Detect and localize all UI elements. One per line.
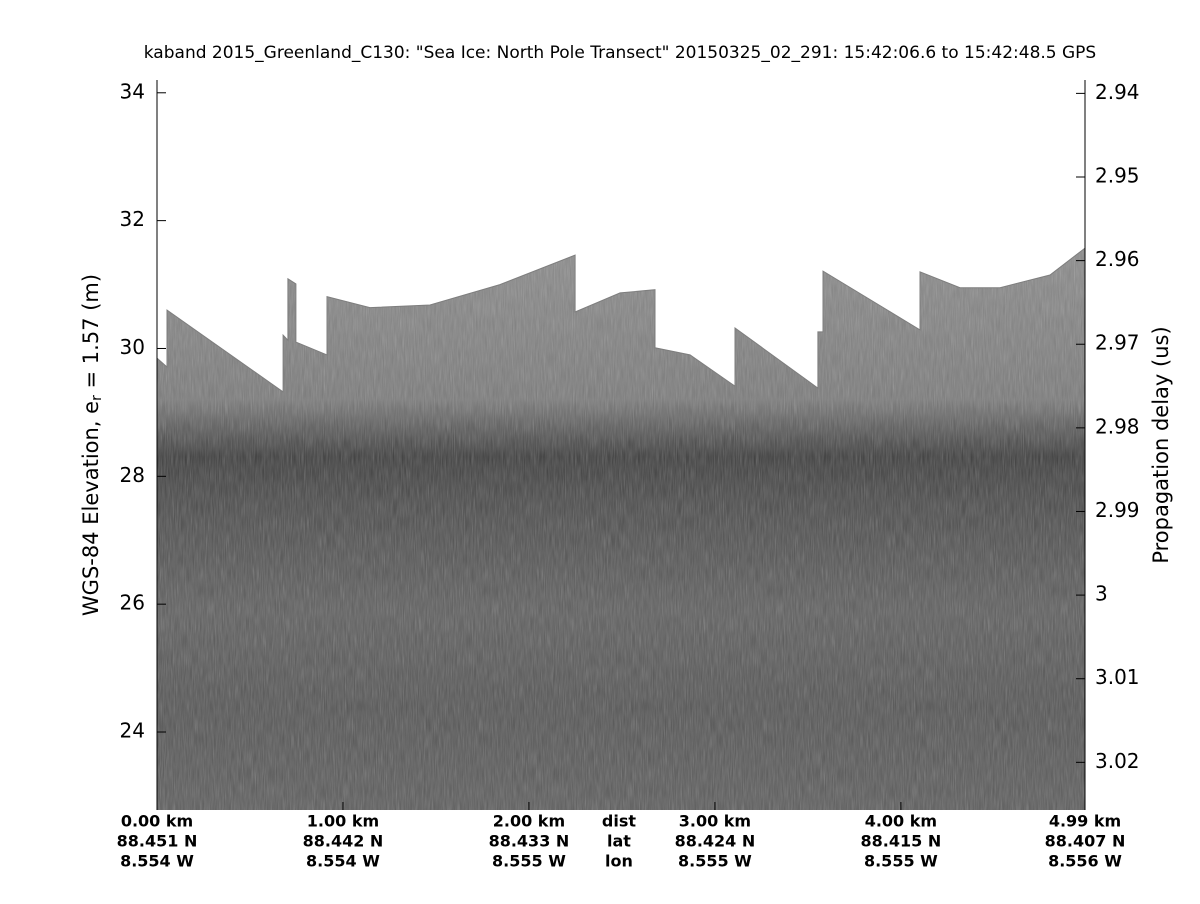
y2-tick-label: 2.95 xyxy=(1095,163,1140,187)
y-tick-label: 30 xyxy=(120,335,145,359)
y2-tick-label: 2.99 xyxy=(1095,498,1140,522)
lon-label: 8.555 W xyxy=(492,852,566,871)
y2-axis-label: Propagation delay (us) xyxy=(1149,326,1173,563)
lat-label: 88.424 N xyxy=(675,832,756,851)
y2-tick-label: 2.97 xyxy=(1095,331,1140,355)
lat-label: 88.433 N xyxy=(489,832,570,851)
y2-tick-label: 3.02 xyxy=(1095,749,1140,773)
x-tick-label: 3.00 km xyxy=(679,812,751,831)
y-tick-label: 28 xyxy=(120,463,145,487)
y-label-text: WGS-84 Elevation, e xyxy=(79,401,103,616)
lon-label: 8.554 W xyxy=(306,852,380,871)
x-tick-label: 4.00 km xyxy=(865,812,937,831)
y-axis-label: WGS-84 Elevation, er = 1.57 (m) xyxy=(79,274,105,616)
y-tick-label: 24 xyxy=(120,719,145,743)
row-label: lat xyxy=(607,832,631,851)
lat-label: 88.415 N xyxy=(861,832,942,851)
lat-label: 88.451 N xyxy=(117,832,198,851)
lon-label: 8.555 W xyxy=(678,852,752,871)
row-label: lon xyxy=(605,852,633,871)
lat-label: 88.407 N xyxy=(1045,832,1126,851)
y-label-subscript: r xyxy=(89,395,105,401)
speckle xyxy=(157,248,1085,810)
chart-title: kaband 2015_Greenland_C130: "Sea Ice: No… xyxy=(144,43,1096,63)
y-tick-label: 32 xyxy=(120,207,145,231)
y2-tick-label: 2.98 xyxy=(1095,414,1140,438)
lon-label: 8.555 W xyxy=(864,852,938,871)
y-tick-label: 26 xyxy=(120,591,145,615)
surface-edge xyxy=(156,247,1086,393)
echogram-texture xyxy=(157,248,1085,810)
row-label: dist xyxy=(602,812,636,831)
lon-label: 8.556 W xyxy=(1048,852,1122,871)
x-tick-label: 0.00 km xyxy=(121,812,193,831)
y2-tick-label: 3 xyxy=(1095,582,1108,606)
y-tick-label: 34 xyxy=(120,79,145,103)
y-label-text: = 1.57 (m) xyxy=(79,274,103,395)
y2-tick-label: 3.01 xyxy=(1095,665,1140,689)
y2-tick-label: 2.96 xyxy=(1095,247,1140,271)
y2-tick-label: 2.94 xyxy=(1095,80,1140,104)
lon-label: 8.554 W xyxy=(120,852,194,871)
x-tick-label: 1.00 km xyxy=(307,812,379,831)
lat-label: 88.442 N xyxy=(303,832,384,851)
x-tick-label: 4.99 km xyxy=(1049,812,1121,831)
x-tick-label: 2.00 km xyxy=(493,812,565,831)
